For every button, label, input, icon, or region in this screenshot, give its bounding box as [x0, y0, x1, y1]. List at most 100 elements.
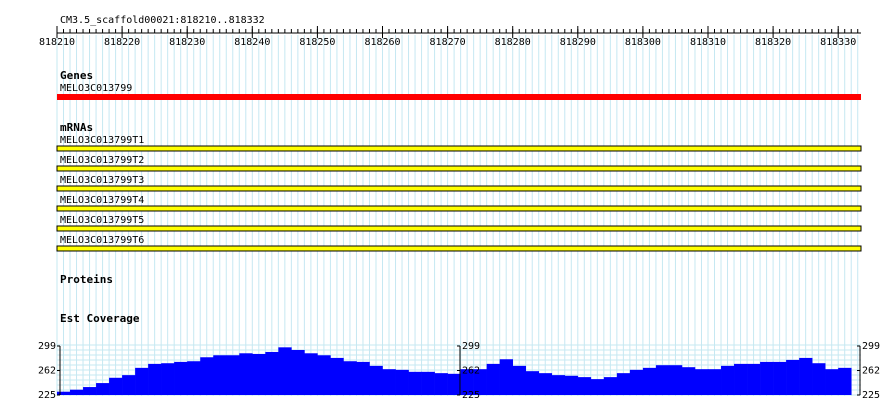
mrna-bar	[56, 165, 862, 172]
mrnas-label: mRNAs	[60, 121, 93, 134]
ruler-tick-label: 818300	[625, 37, 661, 48]
coverage-tick-label: 225	[462, 390, 480, 401]
coverage-bar	[512, 365, 527, 395]
coverage-bar	[213, 355, 227, 395]
coverage-bar	[122, 375, 136, 395]
coverage-bar	[825, 369, 839, 395]
coverage-bar	[421, 371, 435, 395]
coverage-tick-label: 225	[862, 390, 880, 401]
coverage-bar	[187, 361, 201, 395]
coverage-bar	[447, 373, 461, 395]
coverage-bar	[760, 361, 774, 395]
coverage-bar	[291, 349, 305, 395]
coverage-bar	[668, 365, 683, 395]
coverage-bar	[642, 367, 657, 395]
mrna-bar	[56, 145, 862, 152]
mrna-name: MELO3C013799T3	[60, 175, 144, 186]
coverage-bar	[812, 363, 826, 395]
coverage-bar	[434, 373, 448, 395]
ruler-tick-label: 818230	[169, 37, 205, 48]
coverage-bar	[96, 383, 110, 395]
genes-label: Genes	[60, 69, 93, 82]
coverage-bar	[616, 373, 631, 395]
coverage-bar	[265, 351, 279, 395]
coverage-bar	[694, 369, 709, 395]
coverage-bar	[226, 355, 240, 395]
coverage-bar	[343, 361, 357, 395]
coverage-bar	[603, 377, 618, 395]
ruler-tick-label: 818260	[364, 37, 400, 48]
coverage-bar	[408, 371, 422, 395]
mrna-name: MELO3C013799T6	[60, 235, 144, 246]
coverage-bar	[330, 357, 344, 395]
coverage-tick-label: 262	[38, 366, 56, 377]
coverage-tick-label: 225	[38, 390, 56, 401]
coverage-bar	[538, 373, 553, 395]
ruler-tick-label: 818270	[430, 37, 466, 48]
ruler-tick-label: 818220	[104, 37, 140, 48]
ruler-tick-label: 818280	[495, 37, 531, 48]
coverage-bar	[799, 357, 813, 395]
mrna-name: MELO3C013799T4	[60, 195, 144, 206]
proteins-label: Proteins	[60, 273, 113, 286]
mrna-bar	[56, 245, 862, 252]
coverage-bar	[721, 365, 735, 395]
ruler-tick-label: 818310	[690, 37, 726, 48]
coverage-bar	[70, 389, 84, 395]
ruler-tick-label: 818320	[755, 37, 791, 48]
coverage-tick-label: 299	[462, 341, 480, 352]
coverage-tick-label: 262	[462, 366, 480, 377]
ruler-tick-label: 818240	[234, 37, 270, 48]
mrna-bar	[56, 205, 862, 212]
mrna-bar	[56, 225, 862, 232]
coverage-bar	[460, 369, 474, 395]
mrna-name: MELO3C013799T2	[60, 155, 144, 166]
mrna-name: MELO3C013799T5	[60, 215, 144, 226]
ruler-tick-label: 818250	[299, 37, 335, 48]
coverage-bar	[161, 363, 175, 395]
coverage-bar	[109, 377, 123, 395]
coverage-bar	[786, 359, 800, 395]
coverage-bar	[174, 361, 188, 395]
coverage-label: Est Coverage	[60, 312, 140, 325]
coverage-bar	[239, 353, 253, 395]
ruler-tick-label: 818210	[39, 37, 75, 48]
coverage-bar	[564, 375, 579, 395]
coverage-bar	[734, 363, 748, 395]
coverage-bar	[57, 391, 71, 395]
coverage-bar	[655, 365, 670, 395]
ruler-title: CM3.5_scaffold00021:818210..818332	[60, 15, 265, 26]
coverage-bar	[148, 363, 162, 395]
coverage-bar	[369, 365, 383, 395]
mrna-name: MELO3C013799T1	[60, 135, 144, 146]
coverage-bar	[135, 367, 149, 395]
coverage-bar	[473, 369, 487, 395]
coverage-bar	[200, 357, 214, 395]
coverage-bar	[590, 379, 605, 395]
coverage-bar	[356, 361, 370, 395]
coverage-bar	[681, 367, 696, 395]
coverage-bar	[838, 367, 852, 395]
ruler-tick-label: 818290	[560, 37, 596, 48]
ruler-tick-label: 818330	[820, 37, 856, 48]
gene-bar	[57, 94, 861, 100]
coverage-bar	[551, 375, 566, 395]
gene-name: MELO3C013799	[60, 83, 132, 94]
coverage-tick-label: 262	[862, 366, 880, 377]
mrna-bar	[56, 185, 862, 192]
coverage-bar	[708, 369, 722, 395]
coverage-bar	[486, 363, 500, 395]
coverage-bar	[525, 371, 540, 395]
coverage-bar	[382, 369, 396, 395]
coverage-bar	[252, 353, 266, 395]
coverage-bar	[747, 363, 761, 395]
coverage-bar	[629, 369, 644, 395]
coverage-bar	[317, 355, 331, 395]
coverage-tick-label: 299	[862, 341, 880, 352]
coverage-bar	[83, 387, 97, 395]
coverage-bar	[499, 359, 513, 395]
coverage-bar	[577, 377, 592, 395]
coverage-bar	[773, 361, 787, 395]
coverage-bar	[395, 369, 409, 395]
